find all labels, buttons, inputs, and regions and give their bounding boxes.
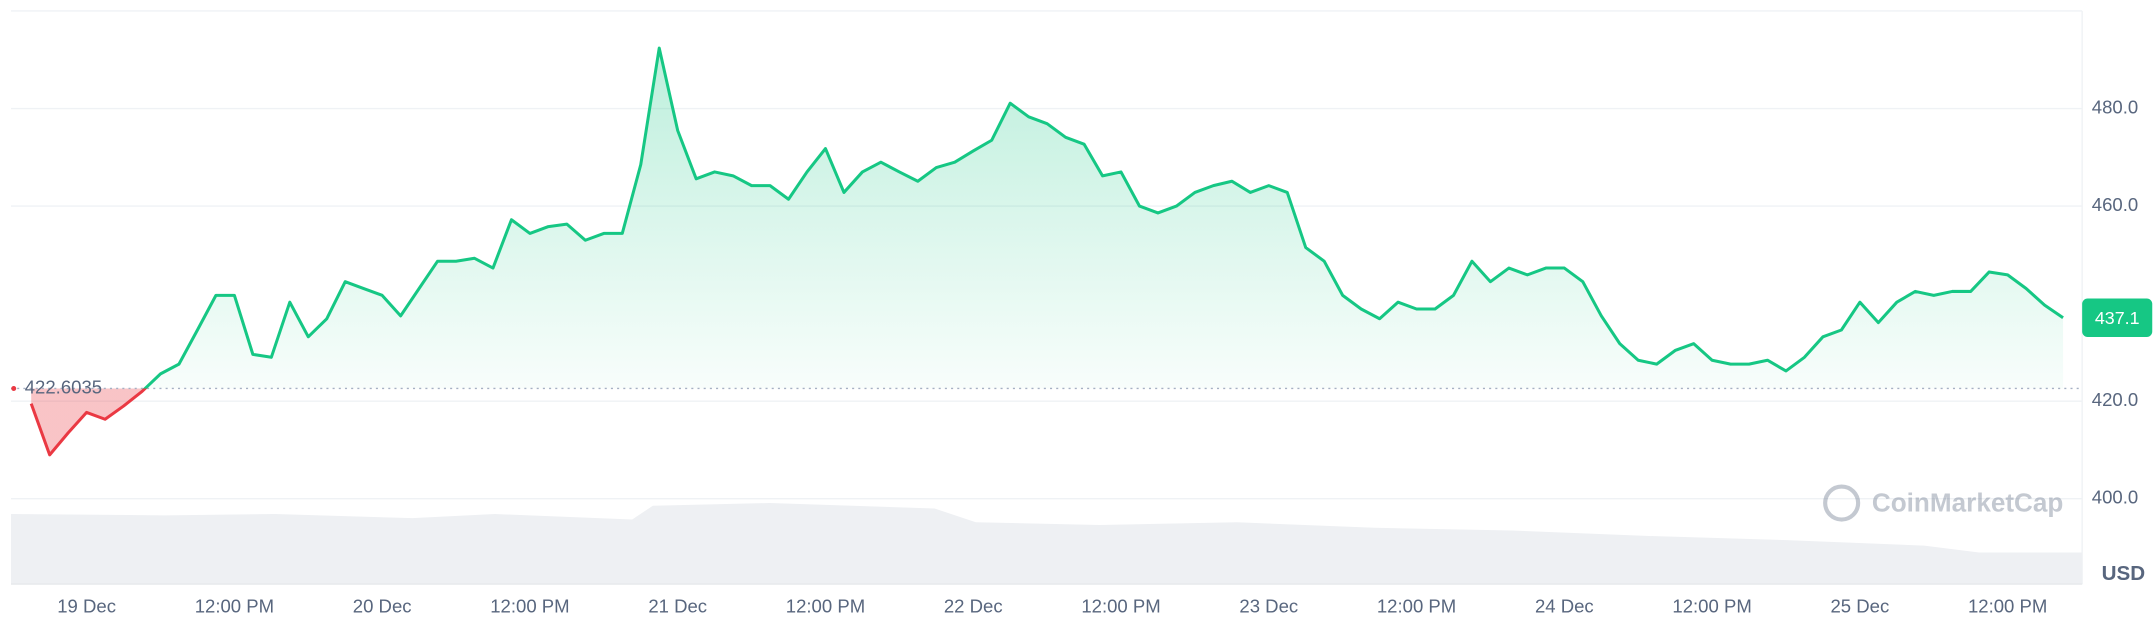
watermark: CoinMarketCap [1823, 484, 2064, 522]
x-tick-label: 20 Dec [353, 595, 412, 616]
price-series [10, 46, 2083, 457]
x-tick-label: 23 Dec [1239, 595, 1298, 616]
x-tick-label: 22 Dec [944, 595, 1003, 616]
volume-area [10, 503, 2083, 585]
current-price-label: 437.1 [2095, 308, 2140, 328]
x-tick-label: 12:00 PM [1672, 595, 1751, 616]
y-tick-label: 480.0 [2092, 96, 2138, 117]
y-tick-label: 460.0 [2092, 194, 2138, 215]
x-tick-label: 12:00 PM [786, 595, 865, 616]
current-price-badge [2082, 298, 2153, 338]
x-tick-label: 21 Dec [648, 595, 707, 616]
x-tick-label: 19 Dec [57, 595, 116, 616]
x-tick-label: 12:00 PM [1081, 595, 1160, 616]
x-tick-label: 12:00 PM [490, 595, 569, 616]
x-tick-label: 12:00 PM [195, 595, 274, 616]
watermark-text: CoinMarketCap [1872, 487, 2064, 517]
price-line [29, 46, 2064, 457]
y-tick-label: 420.0 [2092, 389, 2138, 410]
x-tick-label: 25 Dec [1830, 595, 1889, 616]
y-tick-label: 400.0 [2092, 487, 2138, 508]
watermark-logo [1823, 484, 1861, 522]
x-tick-label: 24 Dec [1535, 595, 1594, 616]
price-area [31, 48, 2064, 455]
x-tick-label: 12:00 PM [1968, 595, 2047, 616]
baseline-dot [11, 386, 17, 391]
y-unit: USD [2102, 562, 2146, 585]
baseline-label: 422.6035 [25, 376, 102, 397]
x-tick-label: 12:00 PM [1377, 595, 1456, 616]
